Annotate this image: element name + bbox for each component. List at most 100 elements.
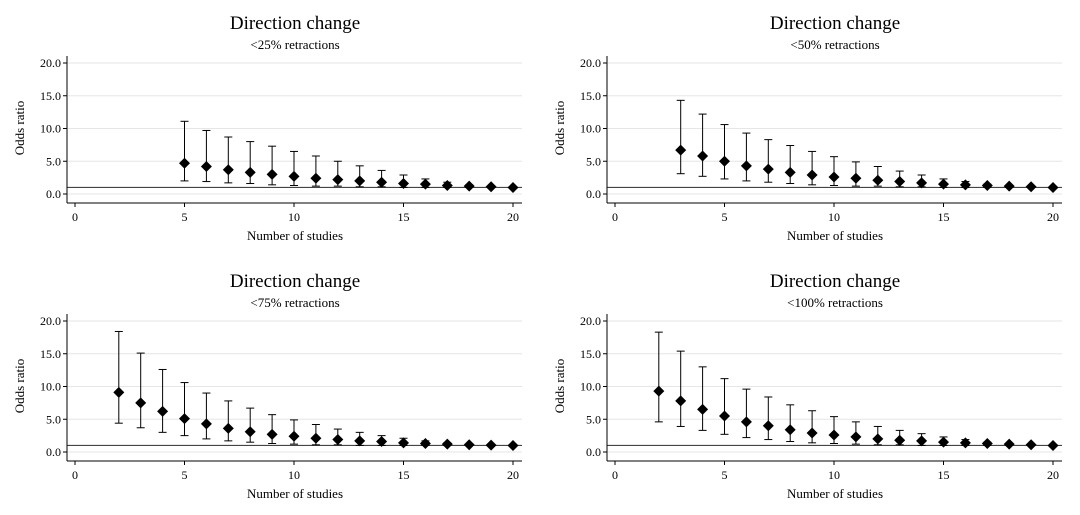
chart-subtitle: <100% retractions: [787, 295, 883, 310]
diamond-marker: [806, 427, 818, 439]
diamond-marker: [894, 176, 906, 188]
y-tick-label: 15.0: [580, 347, 601, 361]
data-point-n18: [1003, 438, 1015, 450]
diamond-marker: [419, 437, 431, 449]
y-axis-label: Odds ratio: [12, 359, 27, 414]
data-point-n5: [179, 120, 190, 182]
diamond-marker: [266, 168, 278, 180]
data-point-n14: [376, 169, 388, 188]
diamond-marker: [675, 144, 687, 156]
diamond-marker: [419, 178, 431, 190]
chart-subtitle: <25% retractions: [250, 37, 339, 52]
diamond-marker: [959, 179, 971, 191]
data-point-n16: [419, 178, 431, 190]
data-point-n20: [507, 181, 519, 193]
diamond-marker: [697, 150, 709, 162]
diamond-marker: [266, 428, 278, 440]
diamond-marker: [398, 437, 409, 449]
diamond-marker: [784, 424, 796, 436]
diamond-marker: [697, 403, 709, 415]
diamond-marker: [288, 430, 300, 442]
data-point-n18: [463, 180, 475, 192]
x-tick-label: 10: [828, 210, 840, 224]
data-point-n14: [376, 435, 388, 448]
diamond-marker: [762, 163, 774, 175]
diamond-marker: [894, 434, 906, 446]
diamond-marker: [332, 434, 344, 446]
diamond-marker: [135, 397, 147, 409]
data-point-n19: [485, 181, 497, 193]
diamond-marker: [179, 413, 190, 425]
y-tick-label: 10.0: [580, 380, 601, 394]
chart-subtitle: <75% retractions: [250, 295, 339, 310]
data-point-n20: [507, 439, 519, 451]
y-tick-label: 0.0: [46, 445, 61, 459]
y-axis-label: Odds ratio: [12, 101, 27, 156]
data-point-n3: [675, 350, 687, 427]
x-tick-label: 10: [288, 468, 300, 482]
diamond-marker: [441, 179, 453, 191]
data-point-n20: [1047, 439, 1059, 451]
diamond-marker: [179, 157, 190, 169]
diamond-marker: [653, 385, 665, 397]
data-point-n8: [784, 404, 796, 443]
data-point-n15: [938, 436, 949, 448]
data-point-n9: [266, 145, 278, 186]
x-tick-label: 10: [288, 210, 300, 224]
diamond-marker: [1003, 438, 1015, 450]
diamond-marker: [463, 180, 475, 192]
data-point-n12: [332, 428, 344, 446]
data-point-n6: [200, 392, 212, 440]
diamond-marker: [762, 420, 774, 432]
diamond-marker: [981, 179, 993, 191]
data-point-n10: [828, 156, 840, 186]
diamond-marker: [507, 439, 519, 451]
data-point-n12: [872, 165, 884, 187]
data-point-n14: [916, 433, 928, 447]
diamond-marker: [959, 437, 971, 449]
data-point-n14: [916, 174, 928, 189]
diamond-marker: [938, 178, 949, 190]
data-point-n7: [222, 400, 234, 442]
diamond-marker: [1003, 180, 1015, 192]
chart-subtitle: <50% retractions: [790, 37, 879, 52]
data-point-n19: [485, 439, 497, 451]
data-point-n13: [894, 429, 906, 446]
diamond-marker: [398, 178, 409, 190]
data-point-n5: [719, 378, 730, 435]
data-point-n4: [697, 366, 709, 431]
y-tick-label: 20.0: [580, 314, 601, 328]
y-axis-label: Odds ratio: [552, 101, 567, 156]
data-point-n10: [828, 416, 840, 444]
data-point-n13: [354, 431, 366, 447]
diamond-marker: [485, 439, 497, 451]
y-tick-label: 5.0: [46, 154, 61, 168]
diamond-marker: [222, 164, 234, 176]
diamond-marker: [376, 436, 388, 448]
diamond-marker: [872, 174, 884, 186]
data-point-n11: [850, 161, 862, 187]
x-axis-label: Number of studies: [787, 486, 883, 501]
data-point-n9: [806, 150, 818, 186]
chart-panel-75: Direction change <75% retractions 0.0 5.0 10…: [0, 258, 540, 515]
x-tick-label: 5: [722, 210, 728, 224]
data-point-n6: [200, 129, 212, 183]
chart-panel-100: Direction change <100% retractions 0.0 5.0 1…: [540, 258, 1080, 515]
y-tick-label: 15.0: [580, 89, 601, 103]
diamond-marker: [222, 422, 234, 434]
diamond-marker: [1025, 439, 1037, 451]
diamond-marker: [828, 429, 840, 441]
diamond-marker: [376, 176, 388, 188]
data-point-n19: [1025, 439, 1037, 451]
x-axis-label: Number of studies: [247, 228, 343, 243]
diamond-marker: [719, 410, 730, 422]
data-point-n7: [222, 136, 234, 184]
y-tick-label: 10.0: [40, 380, 61, 394]
y-tick-label: 15.0: [40, 89, 61, 103]
y-tick-label: 5.0: [46, 412, 61, 426]
chart-title: Direction change: [770, 13, 900, 34]
x-axis-label: Number of studies: [247, 486, 343, 501]
x-tick-label: 15: [398, 210, 410, 224]
y-axis-label: Odds ratio: [552, 359, 567, 414]
